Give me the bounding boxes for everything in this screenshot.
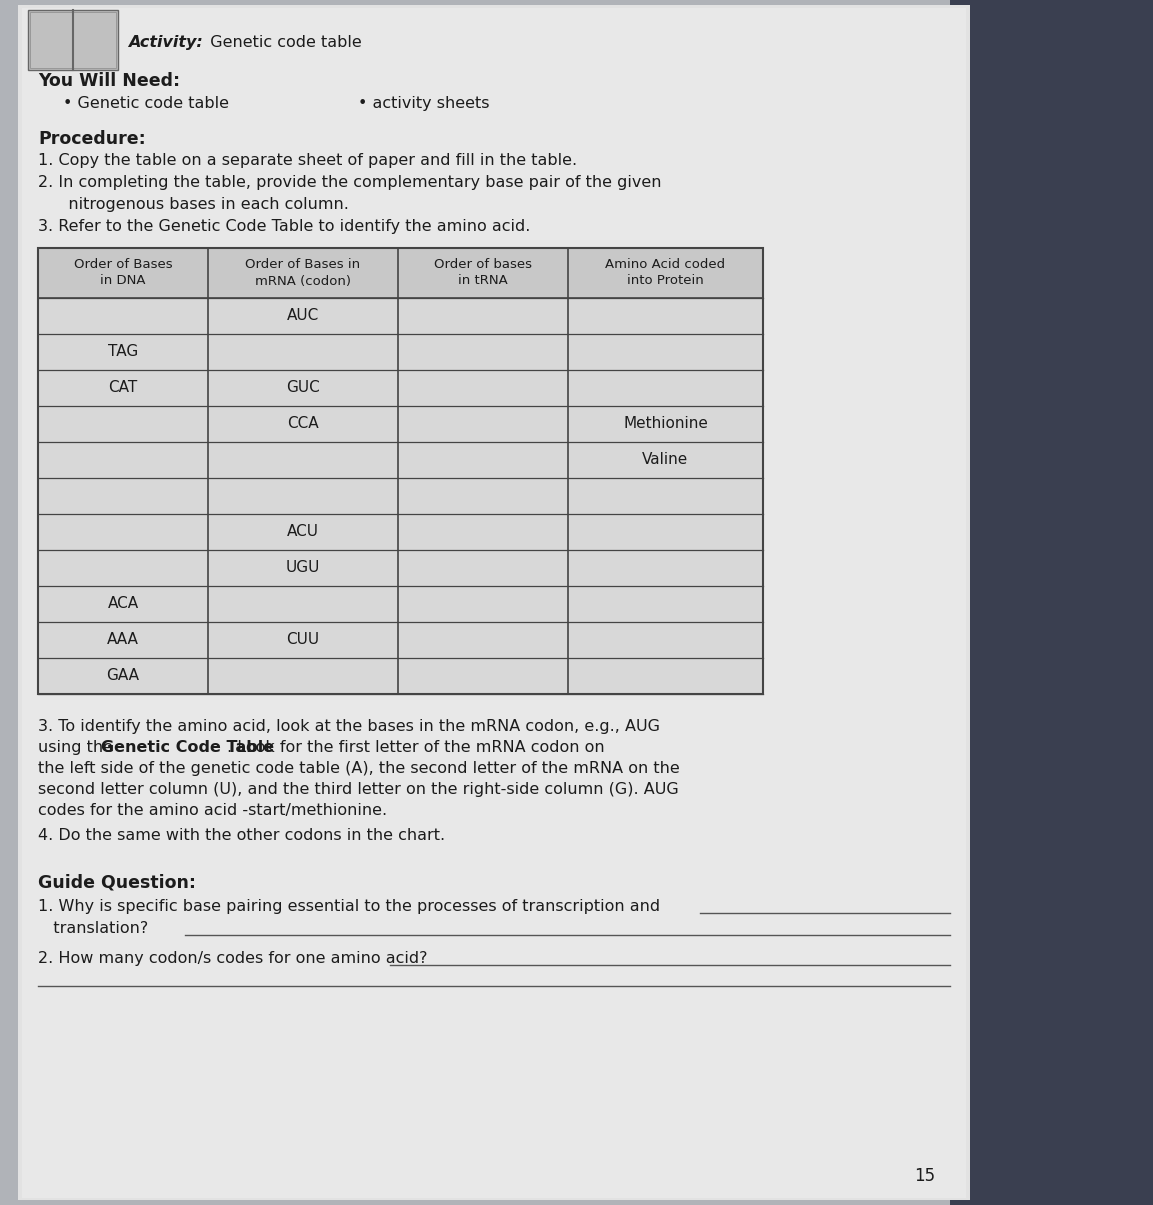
Bar [950, 0, 1153, 1205]
Bar [38, 658, 763, 694]
Text: 3. To identify the amino acid, look at the bases in the mRNA codon, e.g., AUG: 3. To identify the amino acid, look at t… [38, 719, 660, 734]
Text: nitrogenous bases in each column.: nitrogenous bases in each column. [53, 196, 349, 212]
Text: Order of Bases
in DNA: Order of Bases in DNA [74, 259, 172, 288]
Text: ACU: ACU [287, 524, 319, 540]
Bar [38, 549, 763, 586]
Text: You Will Need:: You Will Need: [38, 72, 180, 90]
Text: Amino Acid coded
into Protein: Amino Acid coded into Protein [605, 259, 725, 288]
Text: 1. Why is specific base pairing essential to the processes of transcription and: 1. Why is specific base pairing essentia… [38, 899, 661, 915]
Text: UGU: UGU [286, 560, 321, 576]
Bar [38, 248, 763, 298]
Text: Activity:: Activity: [128, 35, 203, 49]
Bar [38, 515, 763, 549]
Text: 15: 15 [914, 1166, 935, 1185]
Text: using the: using the [38, 740, 118, 756]
Text: CAT: CAT [108, 381, 137, 395]
Text: AAA: AAA [107, 633, 140, 647]
Text: CUU: CUU [286, 633, 319, 647]
Bar [38, 370, 763, 406]
Bar [38, 478, 763, 515]
Bar [30, 12, 116, 67]
Polygon shape [18, 5, 970, 1200]
Bar [38, 442, 763, 478]
Text: second letter column (U), and the third letter on the right-side column (G). AUG: second letter column (U), and the third … [38, 782, 679, 797]
Polygon shape [22, 8, 966, 1198]
Bar [38, 334, 763, 370]
Text: GAA: GAA [106, 669, 140, 683]
Text: Order of Bases in
mRNA (codon): Order of Bases in mRNA (codon) [246, 259, 361, 288]
Bar [38, 406, 763, 442]
Text: Genetic Code Table: Genetic Code Table [101, 740, 274, 756]
Text: Procedure:: Procedure: [38, 130, 145, 148]
Text: 4. Do the same with the other codons in the chart.: 4. Do the same with the other codons in … [38, 828, 445, 843]
Text: Order of bases
in tRNA: Order of bases in tRNA [434, 259, 532, 288]
Text: 3. Refer to the Genetic Code Table to identify the amino acid.: 3. Refer to the Genetic Code Table to id… [38, 219, 530, 234]
Text: • Genetic code table: • Genetic code table [63, 96, 229, 111]
Text: 2. In completing the table, provide the complementary base pair of the given: 2. In completing the table, provide the … [38, 175, 662, 190]
Text: TAG: TAG [108, 345, 138, 359]
Text: translation?: translation? [38, 921, 149, 936]
Bar [38, 586, 763, 622]
Text: CCA: CCA [287, 417, 319, 431]
Text: GUC: GUC [286, 381, 319, 395]
Text: ACA: ACA [107, 596, 138, 611]
Bar [28, 10, 118, 70]
Text: Guide Question:: Guide Question: [38, 872, 196, 890]
Text: Genetic code table: Genetic code table [199, 35, 362, 49]
Text: 1. Copy the table on a separate sheet of paper and fill in the table.: 1. Copy the table on a separate sheet of… [38, 153, 578, 167]
Bar [38, 248, 763, 694]
Text: . Look for the first letter of the mRNA codon on: . Look for the first letter of the mRNA … [227, 740, 604, 756]
Bar [38, 622, 763, 658]
Text: 2. How many codon/s codes for one amino acid?: 2. How many codon/s codes for one amino … [38, 951, 428, 966]
Bar [38, 298, 763, 334]
Bar [38, 248, 763, 694]
Text: • activity sheets: • activity sheets [357, 96, 490, 111]
Text: Methionine: Methionine [623, 417, 708, 431]
Text: codes for the amino acid -start/methionine.: codes for the amino acid -start/methioni… [38, 803, 387, 818]
Text: the left side of the genetic code table (A), the second letter of the mRNA on th: the left side of the genetic code table … [38, 762, 680, 776]
Text: Valine: Valine [642, 453, 688, 468]
Text: AUC: AUC [287, 308, 319, 323]
